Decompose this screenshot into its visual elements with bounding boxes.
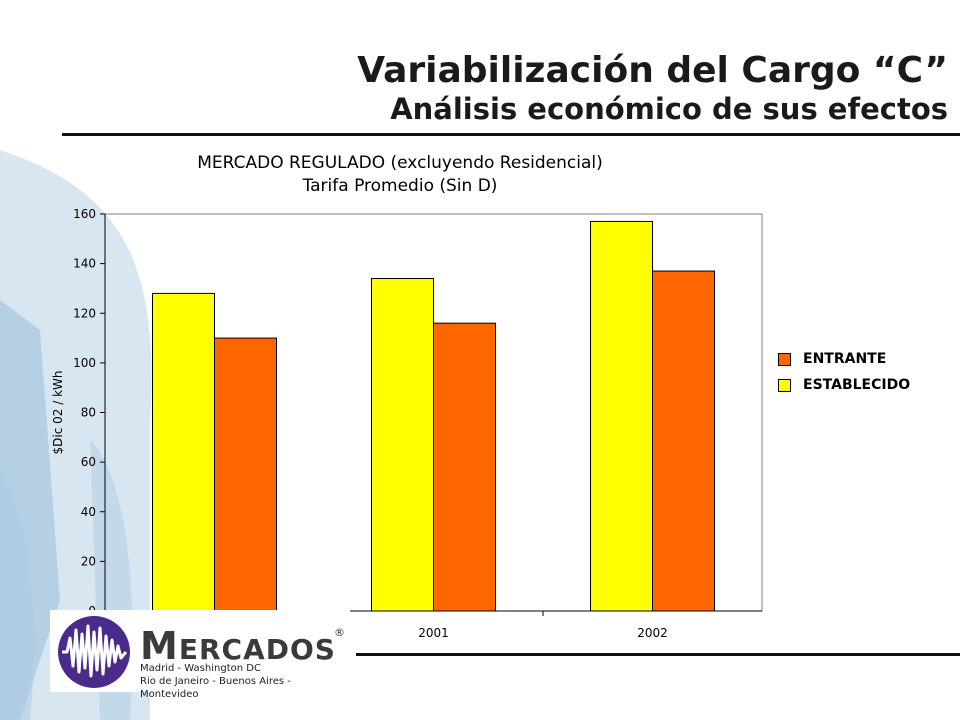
y-tick-label: 140 <box>73 257 96 271</box>
bar-entrante-2002 <box>652 270 715 612</box>
y-tick-label: 20 <box>81 554 96 568</box>
logo-locations-line2: Rio de Janeiro - Buenos Aires - Montevid… <box>140 676 291 700</box>
y-tick-label: 60 <box>81 455 96 469</box>
chart-title-line1: MERCADO REGULADO (excluyendo Residencial… <box>197 153 603 173</box>
logo-wordmark-rest: ERCADOS <box>178 633 336 666</box>
x-tick-label: 2001 <box>418 626 449 640</box>
chart-title-line2: Tarifa Promedio (Sin D) <box>302 176 498 196</box>
y-axis-label: $Dic 02 / kWh <box>51 371 65 455</box>
legend-label-entrante: ENTRANTE <box>803 351 887 367</box>
chart-title: MERCADO REGULADO (excluyendo Residencial… <box>110 152 690 198</box>
bar-establecido-2001 <box>371 278 434 612</box>
logo-wordmark-first: M <box>140 624 179 668</box>
y-tick-label: 160 <box>73 207 96 221</box>
waveform-logo-icon <box>58 616 130 688</box>
bar-establecido-2000 <box>152 292 215 612</box>
legend-swatch-establecido <box>778 378 791 392</box>
slide-title: Variabilización del Cargo “C” Análisis e… <box>357 50 948 126</box>
logo-wordmark: MERCADOS <box>140 624 336 668</box>
company-logo: MERCADOS ® Madrid - Washington DC Rio de… <box>50 610 350 700</box>
legend-item-entrante: ENTRANTE <box>778 346 910 372</box>
y-tick-label: 80 <box>81 406 96 420</box>
title-divider <box>62 133 960 136</box>
slide-title-line2: Análisis económico de sus efectos <box>390 92 948 126</box>
slide-title-line1: Variabilización del Cargo “C” <box>357 50 948 91</box>
bar-establecido-2002 <box>590 220 653 612</box>
legend-item-establecido: ESTABLECIDO <box>778 372 910 398</box>
legend-swatch-entrante <box>778 352 791 366</box>
y-tick-label: 120 <box>73 306 96 320</box>
chart-legend: ENTRANTE ESTABLECIDO <box>778 346 910 398</box>
x-tick-label: 2002 <box>637 626 668 640</box>
footer-divider <box>356 653 960 656</box>
logo-registered-mark: ® <box>334 626 345 639</box>
logo-locations-line1: Madrid - Washington DC <box>140 663 261 674</box>
legend-label-establecido: ESTABLECIDO <box>803 377 911 393</box>
logo-locations: Madrid - Washington DC Rio de Janeiro - … <box>140 662 350 701</box>
bar-entrante-2001 <box>433 322 496 612</box>
y-tick-label: 40 <box>81 505 96 519</box>
bar-entrante-2000 <box>214 337 277 612</box>
y-tick-label: 100 <box>73 356 96 370</box>
